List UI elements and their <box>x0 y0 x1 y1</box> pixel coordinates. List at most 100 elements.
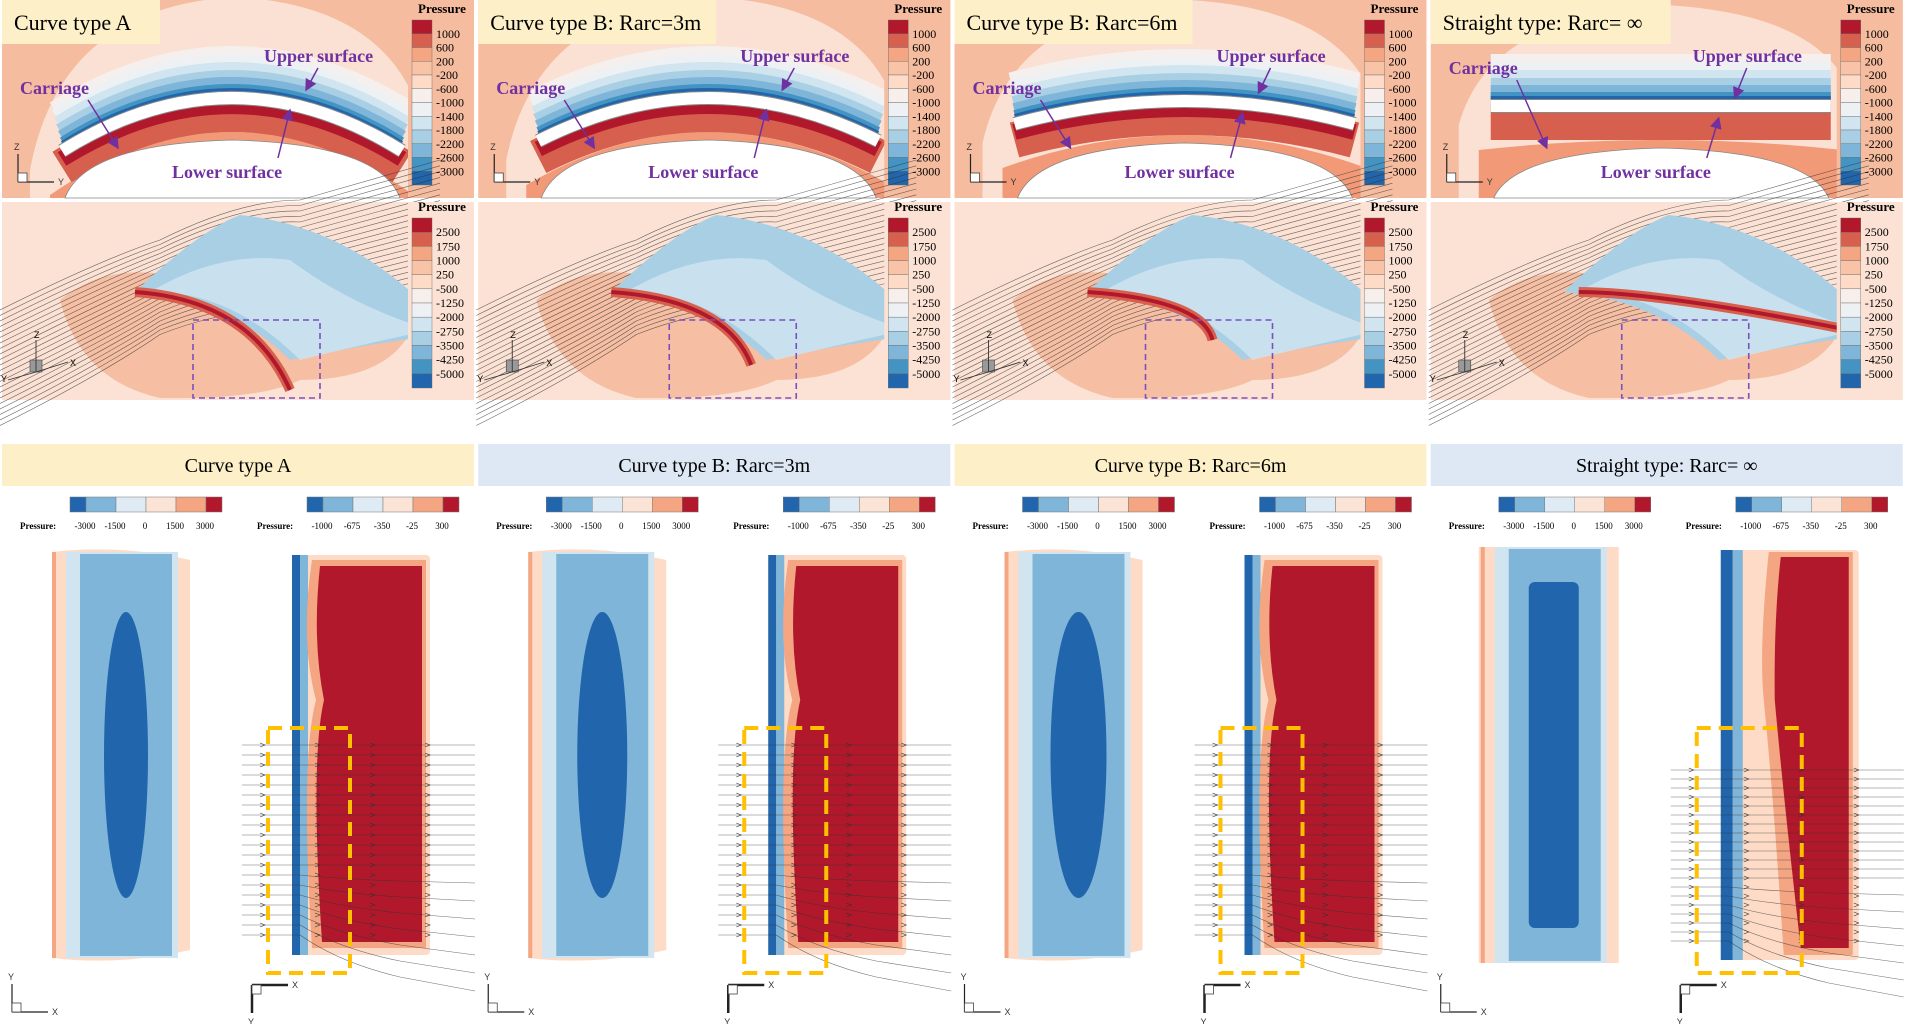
legend-swatch <box>411 345 433 360</box>
legend-swatch <box>546 496 563 513</box>
streamline-arrow <box>901 872 908 878</box>
legend-swatch <box>592 496 623 513</box>
highlight-box <box>742 726 829 975</box>
legend-value: -600 <box>436 82 458 96</box>
streamline-arrow <box>369 782 376 788</box>
legend-swatch <box>1364 316 1385 332</box>
legend-value: -200 <box>1865 68 1887 82</box>
title-box <box>954 0 1193 44</box>
carriage-arrow <box>1039 99 1072 150</box>
legend-swatch <box>1634 496 1651 513</box>
legend-value: -1000 <box>912 96 940 110</box>
legend-value: 250 <box>1389 268 1407 282</box>
streamline-arrow <box>791 912 798 918</box>
streamline-arrow <box>1853 875 1860 881</box>
streamline <box>952 159 1393 311</box>
legend-value: -4250 <box>1865 353 1893 367</box>
legend-value: 200 <box>912 54 930 68</box>
legend-swatch <box>859 496 890 513</box>
streamline-arrow <box>1267 922 1274 928</box>
streamline-arrow <box>791 852 798 858</box>
axis-label: Y <box>484 972 490 982</box>
streamline-arrow <box>846 842 853 848</box>
streamline-arrow <box>846 742 853 748</box>
legend-value: 1500 <box>642 521 661 531</box>
streamline-arrow <box>791 782 798 788</box>
legend-value: 300 <box>1388 521 1402 531</box>
suction-strip <box>1720 550 1733 960</box>
streamline-arrow <box>791 832 798 838</box>
case-column-2: Curve type B: Rarc=6m Carriage Upper surfa… <box>952 0 1428 1024</box>
legend-swatch <box>682 496 699 513</box>
streamline-arrow <box>901 932 908 938</box>
carriage-shell <box>58 92 406 157</box>
legend-swatch <box>69 496 87 513</box>
legend-swatch <box>888 331 909 346</box>
streamline-arrow <box>424 822 431 828</box>
legend-swatch <box>1364 33 1385 48</box>
streamline-arrow <box>1377 902 1384 908</box>
streamline-arrow <box>369 822 376 828</box>
legend-value: -1250 <box>436 296 464 310</box>
legend-swatch <box>1364 260 1385 275</box>
axis-label: X <box>1005 1007 1011 1017</box>
streamline <box>1194 904 1428 938</box>
streamline-arrow <box>1853 794 1860 800</box>
streamline <box>718 934 952 992</box>
legend-value: -3500 <box>1389 339 1417 353</box>
lower-surface-label: Lower surface <box>1125 162 1235 182</box>
streamline-arrow <box>791 792 798 798</box>
legend-value: -3000 <box>1027 521 1048 531</box>
streamline-arrow <box>736 742 743 748</box>
streamline-arrow <box>1853 776 1860 782</box>
legend-swatch <box>1840 359 1861 375</box>
streamline-arrow <box>1377 802 1384 808</box>
cross-section-panel: Curve type A Carriage Upper surface Lower s… <box>2 0 474 199</box>
streamline <box>0 165 441 316</box>
axis-label: Z <box>1463 330 1469 340</box>
streamline-arrow <box>1743 893 1750 899</box>
carriage-label: Carriage <box>20 78 89 98</box>
streamline <box>476 177 917 327</box>
streamline-arrow <box>314 782 321 788</box>
streamline-arrow <box>1743 830 1750 836</box>
streamline-arrow <box>791 872 798 878</box>
streamline-arrow <box>259 872 266 878</box>
legend-value: 600 <box>436 41 454 55</box>
streamline-arrow <box>369 882 376 888</box>
perspective-panel: Z X Y Pressure 250017501000250-500-1250-2000… <box>0 159 474 426</box>
streamline-arrow <box>1212 752 1219 758</box>
streamline-arrow <box>846 932 853 938</box>
streamline-arrow <box>1853 767 1860 773</box>
legend-value: -500 <box>1865 282 1887 296</box>
streamline-arrow <box>736 812 743 818</box>
streamline-arrow <box>1853 911 1860 917</box>
streamline-arrow <box>846 882 853 888</box>
legend-value: -3000 <box>1865 164 1893 178</box>
legend-swatch <box>1128 496 1159 513</box>
legend-swatch <box>888 231 909 247</box>
upper-surface-contour <box>60 88 404 145</box>
legend-value: -1000 <box>312 521 333 531</box>
streamline-arrow <box>259 822 266 828</box>
streamline-arrow <box>424 842 431 848</box>
legend-swatch <box>622 496 653 513</box>
legend-value: -2750 <box>1865 324 1893 338</box>
streamline-arrow <box>1212 882 1219 888</box>
lower-surface-arrow <box>1229 111 1246 159</box>
legend-value: -350 <box>850 521 867 531</box>
streamline <box>1670 913 1904 947</box>
axis-label: X <box>1245 980 1251 990</box>
legend-value: 1000 <box>912 254 936 268</box>
cross-section-panel: Curve type B: Rarc=3m Carriage Upper surfa… <box>478 0 951 199</box>
streamline-arrow <box>1743 767 1750 773</box>
legend-value: -2200 <box>436 137 464 151</box>
legend-swatch <box>411 129 433 144</box>
legend-title: Pressure: <box>496 521 532 531</box>
streamline-arrow <box>736 932 743 938</box>
streamline-arrow <box>901 852 908 858</box>
carriage-shell <box>1012 95 1357 130</box>
streamline-arrow <box>424 862 431 868</box>
legend-value: -1000 <box>1389 96 1417 110</box>
legend-value: 2500 <box>1389 225 1413 239</box>
